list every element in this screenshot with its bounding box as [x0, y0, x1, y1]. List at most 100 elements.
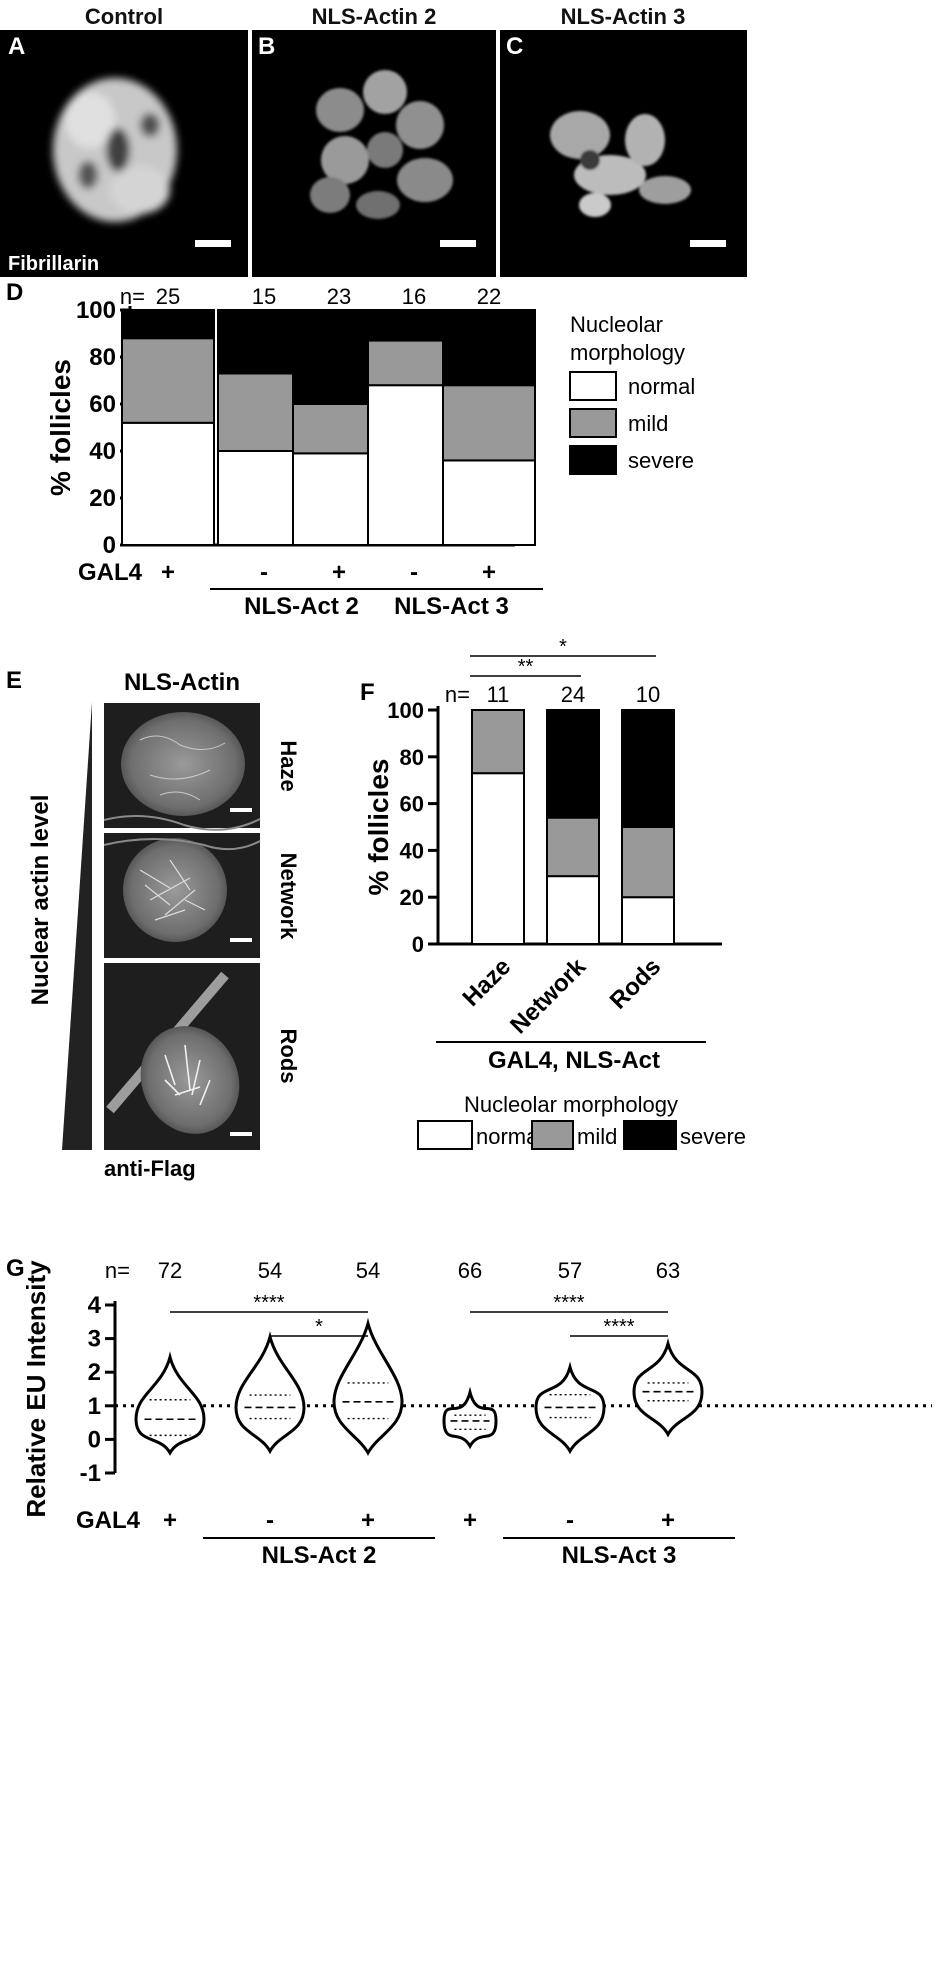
- panel-g-significance-stars: ****: [553, 1292, 584, 1314]
- panel-g-y-tick-label: -1: [80, 1460, 101, 1487]
- micrograph-title-nls-actin-3: NLS-Actin 3: [561, 4, 686, 29]
- panel-g-y-tick-label: 1: [88, 1393, 101, 1420]
- panel-g-violin: [134, 1351, 206, 1456]
- panel-d-bar-segment-normal: [121, 421, 215, 546]
- row-label-haze: Haze: [276, 740, 301, 791]
- panel-f-n-prefix: n=: [445, 682, 470, 707]
- panel-f-legend-label-severe: severe: [680, 1124, 746, 1149]
- panel-f-y-tick-label: 100: [387, 698, 424, 723]
- panel-g-violin: [234, 1331, 306, 1455]
- panel-g-n-label: 63: [656, 1258, 680, 1283]
- scale-bar: [230, 808, 252, 812]
- chart-panel-f: F 0 20 40 60 80 100 % follicles 11 24 10 n= HazeNet…: [360, 636, 746, 1150]
- nuclear-actin-level-label: Nuclear actin level: [27, 795, 54, 1006]
- panel-f-bar-segment-mild: [471, 709, 525, 775]
- scale-bar: [230, 1132, 252, 1136]
- panel-g-n-label: 54: [356, 1258, 380, 1283]
- actin-level-wedge: [62, 702, 92, 1150]
- panel-d-legend-label-normal: normal: [628, 374, 695, 399]
- panel-f-category-label: Network: [505, 953, 592, 1040]
- panel-g-y-tick-label: 3: [88, 1326, 101, 1353]
- panel-f-bar-segment-normal: [471, 772, 525, 945]
- micrograph-panel-a: A Fibrillarin Control: [0, 4, 248, 277]
- panel-letter-d: D: [6, 279, 23, 306]
- panel-g-group-label: NLS-Act 2: [262, 1542, 377, 1569]
- panel-f-bar-segment-severe: [546, 709, 600, 819]
- panel-g-violin: [534, 1361, 606, 1455]
- panel-g-y-tick-label: 2: [88, 1359, 101, 1386]
- panel-f-legend-title: Nucleolar morphology: [464, 1092, 678, 1117]
- scale-bar: [440, 240, 476, 247]
- panel-letter-c: C: [506, 33, 523, 60]
- panel-d-row-label-gal4: GAL4: [78, 559, 143, 586]
- panel-g-n-label: 66: [458, 1258, 482, 1283]
- panel-f-y-tick-label: 0: [412, 932, 424, 957]
- panel-g-n-label: 57: [558, 1258, 582, 1283]
- chart-panel-d: D 0 20 40 60 80 100 % follicles 25 15 23 16 22 n= + - +…: [6, 279, 695, 620]
- row-label-network: Network: [276, 853, 301, 941]
- panel-g-y-tick-label: 0: [88, 1426, 101, 1453]
- panel-d-y-tick-label: 80: [89, 344, 116, 371]
- stain-label-anti-flag: anti-Flag: [104, 1156, 196, 1181]
- panel-g-violin: [442, 1386, 498, 1450]
- panel-g-row-label-gal4: GAL4: [76, 1507, 141, 1534]
- micrograph-panel-c: C NLS-Actin 3: [500, 4, 747, 277]
- panel-f-bar-segment-severe: [621, 709, 675, 828]
- panel-d-bar-segment-mild: [442, 384, 536, 462]
- panel-e-title: NLS-Actin: [124, 669, 240, 696]
- panel-f-bar-segment-normal: [621, 896, 675, 946]
- panel-f-y-tick-label: 20: [400, 885, 424, 910]
- panel-g-gal4-value: +: [163, 1507, 177, 1534]
- panel-d-legend-swatch-mild: [569, 408, 617, 438]
- panel-f-y-tick-label: 60: [400, 792, 424, 817]
- panel-g-significance-stars: *: [315, 1316, 323, 1338]
- panel-d-y-tick-label: 0: [103, 532, 116, 559]
- panel-g-violin: [632, 1337, 704, 1438]
- panel-g-n-prefix: n=: [105, 1258, 130, 1283]
- stain-label-fibrillarin: Fibrillarin: [8, 253, 99, 275]
- panel-d-gal4-value: +: [482, 559, 496, 586]
- panel-f-y-axis-label: % follicles: [363, 759, 394, 896]
- panel-g-group-label: NLS-Act 3: [562, 1542, 677, 1569]
- panel-g-gal4-value: +: [661, 1507, 675, 1534]
- panel-g-n-label: 72: [158, 1258, 182, 1283]
- panel-letter-a: A: [8, 33, 25, 60]
- panel-d-legend-swatch-normal: [569, 371, 617, 401]
- panel-f-bar-segment-mild: [621, 826, 675, 899]
- panel-f-y-tick-label: 40: [400, 838, 424, 863]
- row-label-rods: Rods: [276, 1029, 301, 1084]
- scale-bar: [690, 240, 726, 247]
- panel-g-n-label: 54: [258, 1258, 282, 1283]
- panel-g-violin: [332, 1317, 404, 1456]
- panel-f-legend-label-mild: mild: [577, 1124, 617, 1149]
- scale-bar: [230, 938, 252, 942]
- panel-d-gal4-value: +: [332, 559, 346, 586]
- panel-d-gal4-value: +: [161, 559, 175, 586]
- panel-d-n-label: 15: [252, 284, 276, 309]
- nucleolus-blob: [550, 111, 691, 217]
- panel-f-significance-stars: *: [559, 636, 567, 658]
- panel-f-bar-segment-normal: [546, 875, 600, 946]
- panel-d-n-label: 16: [402, 284, 426, 309]
- panel-f-category-label: Haze: [458, 953, 517, 1012]
- panel-d-y-tick-label: 60: [89, 391, 116, 418]
- panel-d-group-label: NLS-Act 3: [394, 593, 509, 620]
- panel-g-y-axis-label: Relative EU Intensity: [21, 1260, 51, 1518]
- micrograph-title-control: Control: [85, 4, 163, 29]
- panel-d-gal4-value: -: [260, 559, 268, 586]
- panel-g-gal4-value: +: [361, 1507, 375, 1534]
- panel-d-legend-label-severe: severe: [628, 448, 694, 473]
- chart-panel-g: G -1 0 1 2 3 4 Relative EU Intensity n= 72 54 54 66…: [6, 1255, 932, 1569]
- panel-f-significance-stars: **: [518, 656, 534, 678]
- panel-f-bar-segment-mild: [546, 816, 600, 878]
- panel-d-legend-label-mild: mild: [628, 411, 668, 436]
- panel-d-legend-swatch-severe: [569, 445, 617, 475]
- panel-letter-f: F: [360, 679, 375, 706]
- panel-g-y-tick-label: 4: [88, 1292, 102, 1319]
- panel-f-legend-swatch-mild: [531, 1120, 574, 1150]
- panel-d-n-prefix: n=: [120, 284, 145, 309]
- panel-f-n-label: 11: [487, 682, 510, 707]
- panel-g-significance-stars: ****: [603, 1316, 634, 1338]
- panel-g-gal4-value: +: [463, 1507, 477, 1534]
